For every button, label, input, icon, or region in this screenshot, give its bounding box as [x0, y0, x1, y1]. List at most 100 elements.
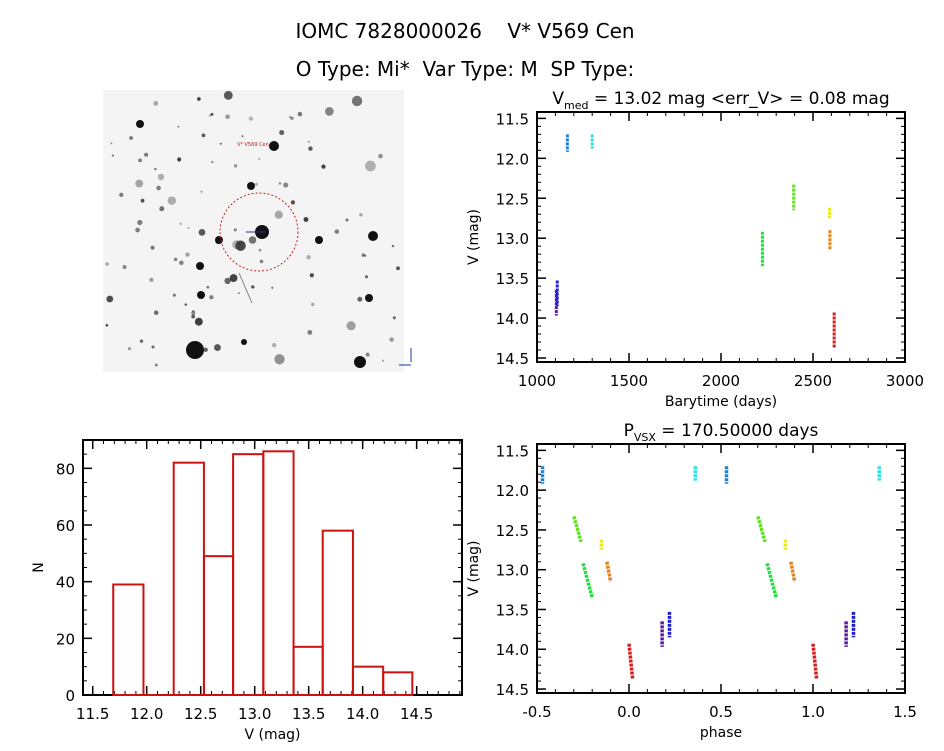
- y-tick-label: 13.0: [496, 562, 529, 580]
- star: [274, 354, 285, 365]
- star: [315, 236, 323, 244]
- star: [197, 97, 201, 101]
- star: [365, 352, 370, 357]
- star: [248, 236, 257, 244]
- star: [368, 231, 378, 241]
- star: [135, 227, 140, 233]
- y-axis-label: V (mag): [466, 209, 482, 265]
- star: [283, 182, 289, 188]
- page-title: IOMC 7828000026 V* V569 Cen: [295, 19, 634, 43]
- star: [187, 226, 190, 229]
- star: [136, 120, 144, 128]
- star: [346, 321, 356, 331]
- x-tick-label: 1.0: [801, 703, 825, 721]
- x-tick-label: 1500: [610, 372, 648, 390]
- y-tick-label: 0: [65, 687, 75, 705]
- x-tick-label: 12.0: [130, 705, 163, 723]
- x-tick-label: 1.5: [893, 703, 917, 721]
- star: [151, 345, 155, 349]
- star: [290, 116, 294, 120]
- star: [153, 310, 159, 315]
- x-axis-label: phase: [700, 725, 742, 741]
- star: [361, 253, 366, 257]
- y-tick-label: 11.5: [496, 110, 529, 128]
- star: [177, 125, 180, 128]
- star: [321, 164, 326, 169]
- plot-title: Vmed = 13.02 mag <err_V> = 0.08 mag: [552, 89, 889, 112]
- histogram-bar: [382, 671, 414, 696]
- star: [111, 154, 114, 157]
- target-label: V* V569 Cen: [237, 142, 269, 148]
- star: [179, 260, 184, 266]
- y-tick-label: 60: [56, 517, 75, 535]
- star: [219, 142, 222, 145]
- data-point-group: [572, 515, 583, 543]
- star: [334, 229, 340, 234]
- y-tick-label: 12.5: [496, 190, 529, 208]
- star: [365, 294, 373, 302]
- star: [224, 277, 231, 285]
- data-point-group: [811, 643, 819, 680]
- star: [364, 275, 368, 279]
- star: [119, 192, 124, 198]
- star: [129, 136, 133, 140]
- star: [248, 116, 254, 121]
- star: [391, 245, 395, 248]
- x-axis-label: V (mag): [244, 727, 300, 743]
- y-tick-label: 13.5: [496, 270, 529, 288]
- star: [351, 95, 363, 107]
- page-subtitle: O Type: Mi* Var Type: M SP Type:: [296, 57, 634, 81]
- x-tick-label: 1000: [518, 372, 556, 390]
- star: [209, 295, 214, 300]
- star: [153, 100, 159, 106]
- star: [269, 141, 279, 151]
- star: [208, 114, 212, 117]
- star: [258, 157, 261, 161]
- star: [186, 341, 204, 359]
- star: [144, 152, 149, 157]
- star: [172, 293, 176, 297]
- plot-title-main: V: [552, 89, 564, 109]
- data-point-group: [605, 561, 613, 582]
- star: [157, 173, 165, 181]
- star: [191, 310, 196, 316]
- histogram-bar: [262, 450, 295, 697]
- star: [290, 200, 296, 205]
- y-tick-label: 13.0: [496, 230, 529, 248]
- y-tick-label: 12.0: [496, 482, 529, 500]
- star: [154, 167, 157, 171]
- star: [381, 359, 385, 362]
- star: [135, 179, 144, 188]
- star: [392, 316, 396, 320]
- star: [173, 257, 178, 262]
- y-tick-label: 14.5: [496, 681, 529, 699]
- star: [191, 314, 196, 319]
- star: [365, 160, 376, 172]
- star: [105, 324, 109, 327]
- x-tick-label: 14.5: [400, 705, 433, 723]
- star: [200, 190, 203, 193]
- plot-frame: [536, 443, 906, 694]
- histogram-bar: [172, 461, 205, 696]
- star: [140, 198, 145, 203]
- star: [179, 222, 182, 226]
- star: [201, 133, 206, 138]
- star: [258, 248, 262, 252]
- star: [211, 160, 214, 164]
- star: [233, 228, 237, 232]
- y-tick-label: 12.5: [496, 522, 529, 540]
- histogram-panel: 11.5 12.0 12.5 13.0 13.5 14.0 14.5 0 20 40 60 80 V (…: [31, 439, 463, 743]
- x-axis-label: Barytime (days): [665, 394, 777, 410]
- star: [198, 229, 206, 236]
- star: [307, 329, 313, 335]
- y-tick-label: 80: [56, 460, 75, 478]
- star: [389, 337, 394, 342]
- histogram-bar: [202, 555, 235, 697]
- y-tick-label: 12.0: [496, 150, 529, 168]
- y-tick-label: 40: [56, 574, 75, 592]
- phase-plot-panel: -0.5 0.0 0.5 1.0 1.5 11.5 12.0 12.5 13.0 13.5 14.0…: [466, 421, 917, 741]
- star: [235, 240, 246, 251]
- star: [357, 296, 363, 302]
- plot-title-rest: = 170.50000 days: [656, 421, 819, 441]
